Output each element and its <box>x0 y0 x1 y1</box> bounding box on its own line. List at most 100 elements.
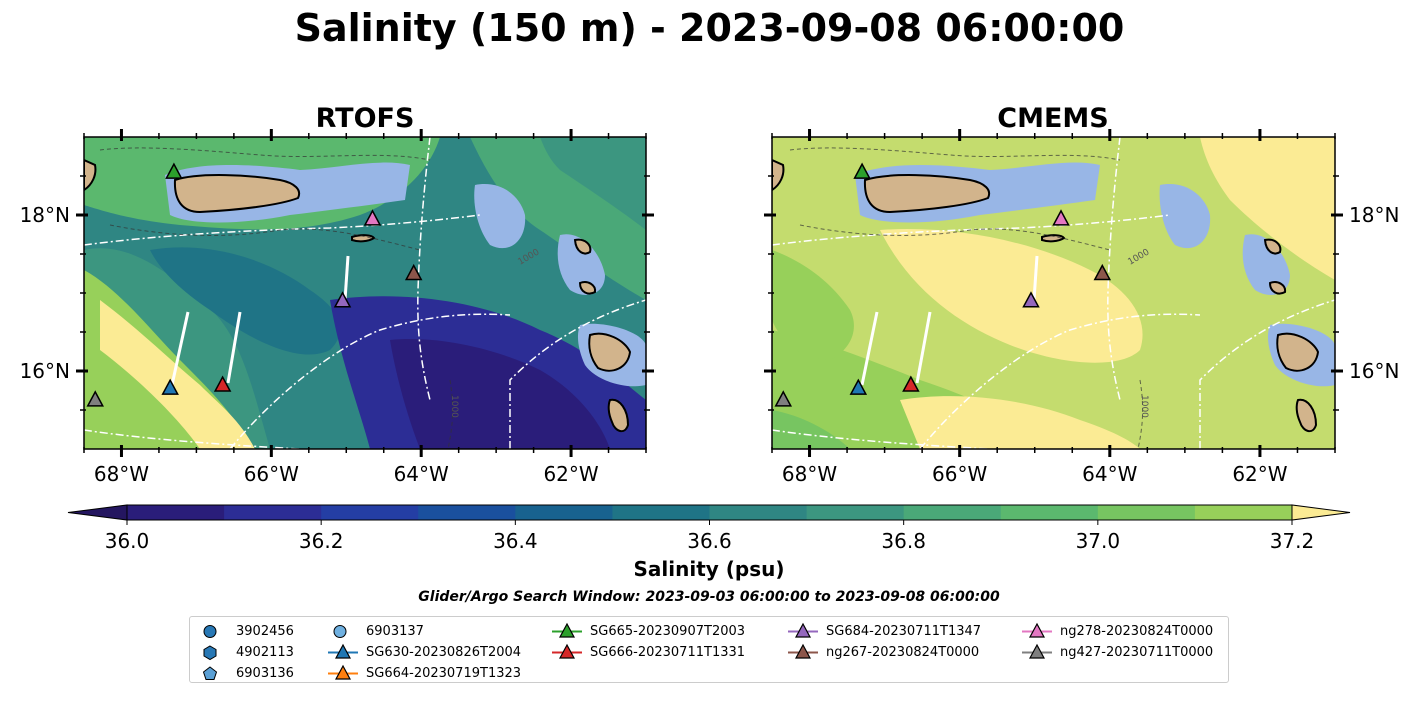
rtofs-salinity-field-min <box>390 339 610 449</box>
cmems-land-guadeloupe <box>1276 332 1320 372</box>
cmems-land-barbuda <box>1268 281 1287 295</box>
rtofs-marker-sg665-20230907t2003 <box>165 162 183 179</box>
cmems-x-tick-label: 64°W <box>1082 462 1137 486</box>
cmems-salinity-field-west <box>772 250 854 360</box>
rtofs-isobath <box>99 147 454 449</box>
rtofs-salinity-field-mid <box>150 247 341 355</box>
colorbar-segment <box>224 505 322 520</box>
legend-label: 6903136 <box>236 666 294 681</box>
colorbar-tick-label: 36.8 <box>881 529 926 553</box>
rtofs-shelf-leewards <box>557 234 605 295</box>
legend-symbol-triangle-line-icon <box>552 643 582 659</box>
legend-symbol-triangle-line-icon <box>1022 622 1052 638</box>
legend-item: ng427-20230711T0000 <box>1020 642 1213 663</box>
legend-symbol-triangle-line-icon <box>552 622 582 638</box>
cmems-marker-ng427-20230711t0000 <box>774 390 793 407</box>
colorbar-tick-label: 36.4 <box>493 529 538 553</box>
cmems-x-tick-label: 68°W <box>782 462 837 486</box>
cmems-eez-line-4 <box>1107 137 1121 401</box>
legend-symbol-circle-icon <box>203 625 217 638</box>
rtofs-land-guadeloupe <box>588 332 632 372</box>
legend-symbol-triangle-line-icon <box>328 643 358 659</box>
cmems-marker-sg666-20230711t1331 <box>902 375 920 392</box>
rtofs-marker-sg666-20230711t1331 <box>213 375 232 392</box>
legend-label: 6903137 <box>366 624 424 639</box>
legend-item: 6903136 <box>196 663 294 684</box>
cmems-eez-line-5 <box>772 429 991 449</box>
rtofs-marker-sg630-20230826t2004 <box>161 378 179 395</box>
rtofs-axes: 68°W 66°W 64°W 62°W 18°N 16°N <box>20 129 654 486</box>
rtofs-shelf-east <box>474 184 526 249</box>
legend-item: 3902456 <box>196 621 294 642</box>
rtofs-map: RTOFS <box>20 103 654 486</box>
rtofs-markers <box>86 162 423 407</box>
rtofs-eez-line-5 <box>84 429 301 449</box>
legend-symbol-hexagon-icon <box>203 645 217 661</box>
colorbar-segment <box>612 505 710 520</box>
search-window-note: Glider/Argo Search Window: 2023-09-03 06… <box>418 589 1000 605</box>
legend-symbol-triangle-line-icon <box>1022 643 1052 659</box>
cmems-markers <box>774 162 1112 407</box>
rtofs-land-dominica <box>607 398 630 433</box>
rtofs-land-barbuda <box>578 281 597 295</box>
rtofs-eez-line-3 <box>509 299 646 449</box>
legend-item: 4902113 <box>196 642 294 663</box>
legend-symbol-triangle-line-icon <box>328 664 358 680</box>
colorbar-segment <box>806 505 905 520</box>
cmems-isobath-label-1: 1000 <box>1139 395 1149 418</box>
colorbar-segment <box>321 505 419 520</box>
cmems-land-puerto-rico <box>863 174 990 214</box>
cmems-eez-line-1 <box>772 214 1171 246</box>
rtofs-land-antigua <box>573 238 592 255</box>
cmems-y-tick-label: 16°N <box>1349 359 1399 383</box>
cmems-land-antigua <box>1263 238 1282 255</box>
rtofs-x-tick-label: 64°W <box>394 462 449 486</box>
colorbar-over-extension <box>1291 504 1351 521</box>
cmems-salinity-field-mid <box>900 396 1140 449</box>
colorbar-tick-label: 36.0 <box>105 529 150 553</box>
legend-column: ng278-20230824T0000 ng427-20230711T0000 <box>1020 621 1213 663</box>
cmems-glider-track-1 <box>860 311 879 386</box>
colorbar-label: Salinity (psu) <box>633 557 784 581</box>
rtofs-title: RTOFS <box>316 103 415 134</box>
cmems-axes: 68°W 66°W 64°W 62°W 18°N 16°N <box>764 129 1399 486</box>
legend-label: 4902113 <box>236 645 294 660</box>
colorbar-tick-label: 37.0 <box>1076 529 1121 553</box>
rtofs-y-tick-label: 16°N <box>20 359 70 383</box>
legend-label: ng278-20230824T0000 <box>1060 624 1214 639</box>
figure-title: Salinity (150 m) - 2023-09-08 06:00:00 <box>294 6 1125 50</box>
rtofs-x-tick-label: 66°W <box>244 462 299 486</box>
legend: 3902456 4902113 6903136 6903137 SG630-202308… <box>189 616 1229 683</box>
cmems-glider-track-2 <box>915 311 932 384</box>
rtofs-glider-track-2 <box>226 311 242 384</box>
cmems-title: CMEMS <box>997 103 1108 134</box>
cmems-eez-line-2 <box>919 313 1201 449</box>
legend-symbol-triangle-line-icon <box>788 643 818 659</box>
rtofs-eez-line-4 <box>417 137 431 401</box>
legend-label: 3902456 <box>236 624 294 639</box>
colorbar-segment <box>1000 505 1099 520</box>
rtofs-marker-ng427-20230711t0000 <box>86 390 104 407</box>
colorbar-segment <box>1194 505 1293 520</box>
colorbar-under-extension <box>67 504 128 521</box>
rtofs-eez-line-2 <box>229 313 511 449</box>
legend-column: SG665-20230907T2003 SG666-20230711T1331 <box>550 621 745 663</box>
legend-item: SG664-20230719T1323 <box>326 663 521 684</box>
legend-label: SG630-20230826T2004 <box>366 645 522 660</box>
cmems-isobath <box>789 147 1144 449</box>
legend-label: SG684-20230711T1347 <box>826 624 982 639</box>
colorbar-segment <box>515 505 613 520</box>
legend-symbol-triangle-line-icon <box>788 622 818 638</box>
legend-label: ng267-20230824T0000 <box>826 645 980 660</box>
rtofs-marker-ng278-20230824t0000 <box>363 209 382 226</box>
legend-symbol-circle-icon <box>333 625 347 638</box>
legend-item: SG666-20230711T1331 <box>550 642 745 663</box>
colorbar-segment <box>709 505 808 520</box>
legend-item: SG630-20230826T2004 <box>326 642 521 663</box>
colorbar-segment <box>418 505 516 520</box>
legend-label: SG664-20230719T1323 <box>366 666 522 681</box>
rtofs-eez-line-1 <box>84 214 481 246</box>
colorbar-segment <box>1097 505 1196 520</box>
cmems-glider-track-3 <box>1032 255 1039 301</box>
